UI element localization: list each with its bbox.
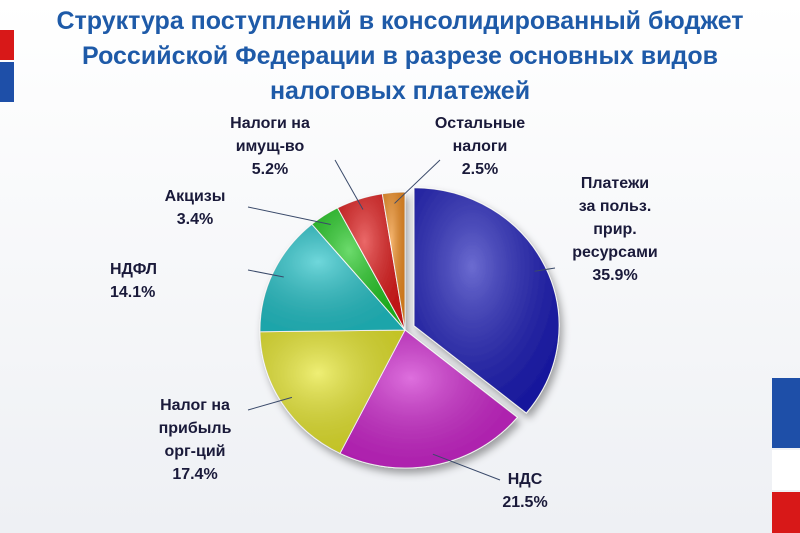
slice-shade xyxy=(260,330,405,454)
decor-stripe xyxy=(772,378,800,448)
slice-shade xyxy=(337,193,405,330)
value-label: 21.5% xyxy=(502,494,548,511)
slice-label: НДС xyxy=(507,471,543,488)
slice-shade xyxy=(339,330,518,469)
leader-line xyxy=(247,206,331,226)
slice-label: Остальные налоги xyxy=(434,115,526,155)
slice-shade xyxy=(414,187,560,414)
value-label: 5.2% xyxy=(251,161,289,178)
leader-line xyxy=(247,396,293,411)
decor-stripe xyxy=(0,30,14,60)
leaders xyxy=(247,159,556,481)
pie xyxy=(259,187,560,469)
leader-line xyxy=(432,453,501,481)
slice-label: Платежи за польз. прир. ресурсами xyxy=(572,175,658,261)
slice-label: Налог на прибыль орг-ций xyxy=(158,397,232,460)
leader-line xyxy=(534,267,556,272)
slice-shade xyxy=(382,192,405,330)
leader-line xyxy=(247,269,284,278)
decor-stripe xyxy=(0,62,14,102)
value-label: 14.1% xyxy=(110,284,156,301)
leader-line xyxy=(394,159,441,204)
leader-line xyxy=(334,159,364,210)
value-label: 17.4% xyxy=(172,466,218,483)
slice-shade xyxy=(311,207,405,330)
decor-stripe xyxy=(772,450,800,490)
value-label: 35.9% xyxy=(592,267,638,284)
slice-label: Налоги на имущ-во xyxy=(230,115,310,155)
value-label: 2.5% xyxy=(461,161,499,178)
slice-label: Акцизы xyxy=(164,188,226,205)
decor-stripe xyxy=(772,492,800,533)
slice-label: НДФЛ xyxy=(110,261,158,278)
chart-title: Структура поступлений в консолидированны… xyxy=(56,7,744,105)
slice-shade xyxy=(259,224,405,332)
value-label: 3.4% xyxy=(176,211,214,228)
